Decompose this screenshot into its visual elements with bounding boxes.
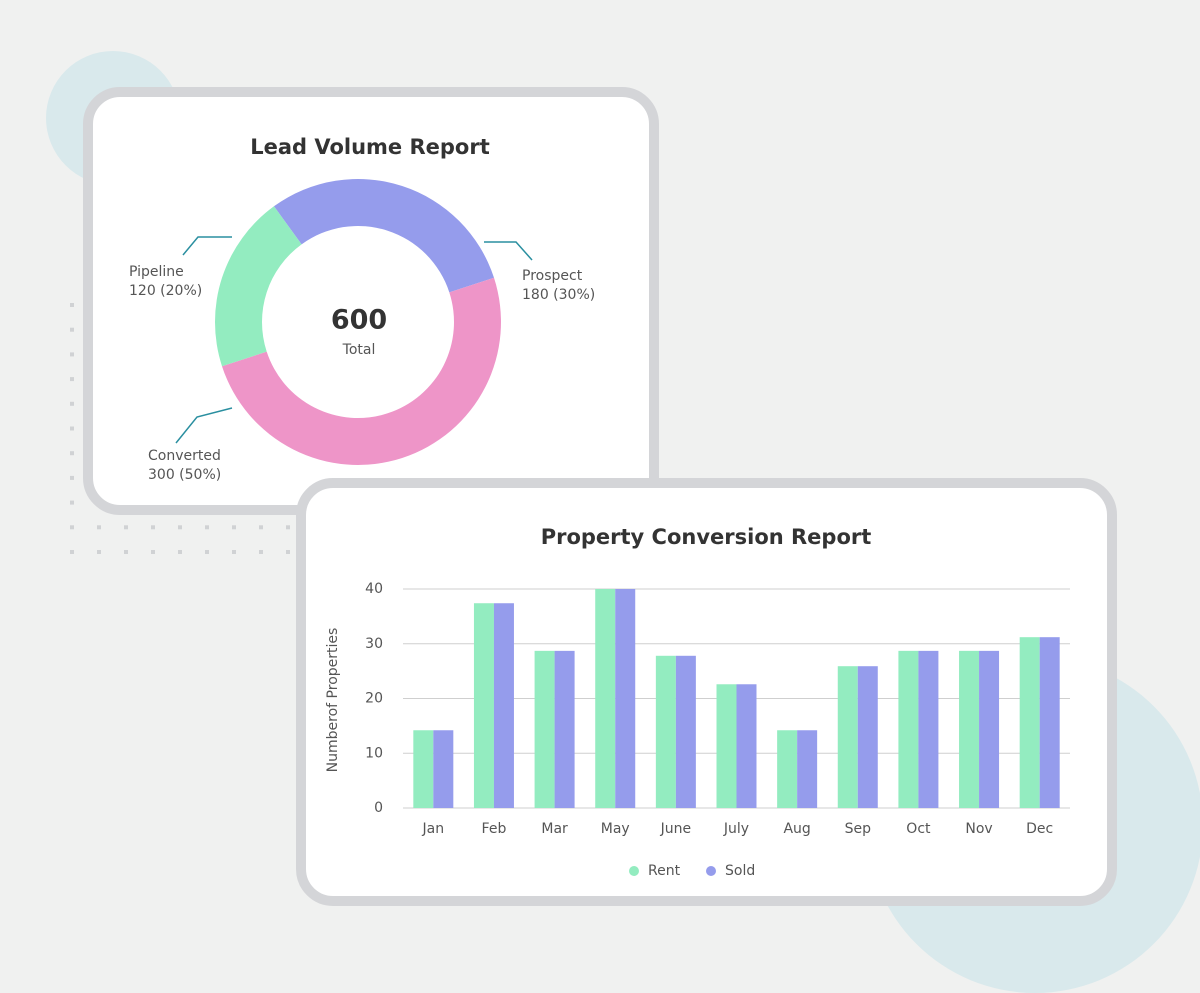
dot <box>205 525 209 530</box>
dot <box>124 550 128 554</box>
bar <box>979 650 1000 808</box>
slice-value-label: 120 (20%) <box>129 283 202 299</box>
bar <box>473 603 494 808</box>
legend-marker <box>706 866 716 876</box>
bar <box>675 655 696 808</box>
leader-line <box>484 241 533 261</box>
donut-slice <box>221 277 501 465</box>
slice-label: Pipeline <box>129 264 184 280</box>
x-tick-label: May <box>601 821 630 837</box>
chart-title: Lead Volume Report <box>250 135 490 159</box>
center-label: Total <box>342 342 376 358</box>
dot <box>70 426 74 431</box>
dot-grid <box>70 303 290 554</box>
legend-label: Rent <box>648 863 681 879</box>
bar <box>655 655 676 808</box>
bar <box>433 730 454 808</box>
chart-title: Property Conversion Report <box>541 525 872 549</box>
dot <box>286 550 290 554</box>
slice-label: Converted <box>148 448 221 464</box>
x-tick-label: Jan <box>422 821 445 837</box>
bar <box>736 684 757 808</box>
bar <box>493 603 514 808</box>
bar <box>898 650 919 808</box>
leader-line <box>182 236 232 256</box>
x-tick-label: Oct <box>906 821 931 837</box>
x-tick-label: Sep <box>845 821 872 837</box>
dot <box>97 525 101 530</box>
bar <box>959 650 980 808</box>
center-value: 600 <box>331 305 387 336</box>
dot <box>70 475 74 480</box>
bar <box>595 589 616 808</box>
dot <box>232 550 236 554</box>
bar <box>1039 637 1060 808</box>
dot <box>259 550 263 554</box>
dot <box>70 451 74 456</box>
x-tick-label: Aug <box>783 821 810 837</box>
dot <box>259 525 263 530</box>
bar-chart: Property Conversion Report Numberof Prop… <box>325 525 1070 879</box>
donut-slice <box>214 206 302 367</box>
y-tick-label: 40 <box>365 581 383 597</box>
dot <box>286 525 290 530</box>
dot <box>70 550 74 554</box>
bar <box>413 730 434 808</box>
leader-line <box>175 407 233 444</box>
dot <box>205 550 209 554</box>
dot <box>70 401 74 406</box>
x-tick-label: Mar <box>541 821 568 837</box>
x-tick-label: Nov <box>965 821 992 837</box>
slice-value-label: 180 (30%) <box>522 287 595 303</box>
bar <box>857 666 878 808</box>
dot <box>232 525 236 530</box>
y-tick-label: 20 <box>365 691 383 707</box>
y-tick-label: 30 <box>365 636 383 652</box>
dot <box>70 525 74 530</box>
dot <box>97 550 101 554</box>
bar <box>1019 637 1040 808</box>
x-tick-label: Dec <box>1026 821 1053 837</box>
bar <box>918 650 939 808</box>
legend-label: Sold <box>725 863 755 879</box>
bar <box>716 684 737 808</box>
bar <box>777 730 798 808</box>
dot <box>178 525 182 530</box>
dot <box>151 550 155 554</box>
bar <box>534 650 555 808</box>
y-tick-label: 10 <box>365 745 383 761</box>
dot <box>178 550 182 554</box>
legend-marker <box>629 866 639 876</box>
bar <box>797 730 818 808</box>
bar <box>554 650 575 808</box>
dot <box>124 525 128 530</box>
bar <box>837 666 858 808</box>
dot <box>70 327 74 332</box>
bar <box>615 589 636 808</box>
x-tick-label: July <box>723 821 749 837</box>
donut-chart: Lead Volume Report 600 Total Prospect 180… <box>129 135 595 483</box>
dot <box>70 377 74 382</box>
dot <box>70 500 74 505</box>
y-tick-label: 0 <box>374 800 383 816</box>
dot <box>70 303 74 307</box>
slice-value-label: 300 (50%) <box>148 467 221 483</box>
donut-slice <box>273 179 495 293</box>
slice-label: Prospect <box>522 268 583 284</box>
dot <box>70 352 74 357</box>
dot <box>151 525 155 530</box>
x-tick-label: Feb <box>482 821 507 837</box>
y-axis-label: Numberof Properties <box>325 628 341 773</box>
x-tick-label: June <box>660 821 692 837</box>
